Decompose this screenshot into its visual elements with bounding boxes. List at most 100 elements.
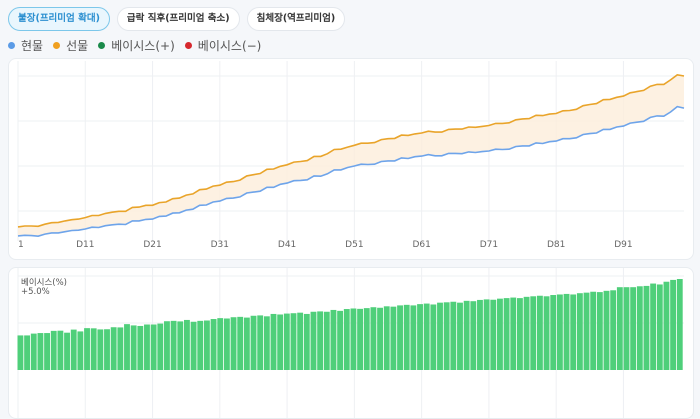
basis-bar bbox=[490, 299, 497, 370]
basis-chart bbox=[17, 268, 684, 418]
basis-bar bbox=[450, 301, 457, 370]
basis-band bbox=[18, 74, 684, 237]
price-chart: 1 D11 D21 D31 D41 D51 D61 D71 D81 D91 bbox=[17, 61, 685, 250]
basis-bar bbox=[517, 298, 523, 370]
spot-dot-icon bbox=[8, 42, 15, 49]
basis-bar bbox=[97, 329, 104, 370]
basis-bar bbox=[164, 321, 170, 370]
basis-bar bbox=[523, 296, 530, 370]
basis-bar bbox=[383, 306, 390, 370]
basis-bar bbox=[190, 321, 197, 370]
basis-bar bbox=[170, 320, 177, 370]
basis-chart-card: 베이시스(%) +5.0% bbox=[8, 267, 694, 419]
spot-line bbox=[17, 105, 685, 238]
basis-bar bbox=[37, 333, 44, 370]
basis-bar bbox=[237, 316, 244, 370]
basis-bar bbox=[303, 313, 310, 370]
basis-bar bbox=[330, 309, 337, 370]
legend-label: 현물 bbox=[21, 39, 44, 53]
basis-bar bbox=[144, 324, 150, 370]
basis-max-label: +5.0% bbox=[21, 287, 50, 297]
x-tick-label: D81 bbox=[547, 240, 565, 250]
basis-bar bbox=[430, 304, 437, 370]
basis-bar bbox=[297, 312, 304, 370]
basis-bar bbox=[443, 302, 450, 370]
basis-bar bbox=[343, 309, 350, 370]
basis-bar bbox=[263, 316, 270, 370]
x-tick-label: 1 bbox=[18, 240, 24, 250]
x-tick-label: D11 bbox=[76, 240, 94, 250]
futures-dot-icon bbox=[53, 42, 61, 49]
basis-bar bbox=[550, 295, 557, 370]
basis-bar bbox=[84, 328, 90, 370]
basis-bar bbox=[650, 283, 657, 370]
basis-bar bbox=[536, 295, 543, 370]
price-chart-card: 1 D11 D21 D31 D41 D51 D61 D71 D81 D91 bbox=[8, 58, 694, 260]
basis-bar bbox=[177, 321, 184, 370]
basis-bar bbox=[243, 317, 250, 370]
basis-bar bbox=[44, 333, 50, 370]
basis-bar bbox=[217, 318, 224, 370]
basis-bar bbox=[403, 304, 410, 370]
basis-bar bbox=[230, 317, 237, 370]
basis-bar bbox=[570, 294, 577, 370]
basis-bar bbox=[130, 325, 137, 370]
basis-bar bbox=[24, 335, 31, 370]
basis-bar bbox=[463, 300, 470, 370]
basis-bar bbox=[470, 301, 477, 370]
basis-bar bbox=[290, 313, 297, 370]
x-tick-label: D91 bbox=[614, 240, 632, 250]
basis-bar bbox=[137, 325, 144, 370]
basis-bar bbox=[477, 299, 483, 370]
basis-bar bbox=[643, 285, 650, 370]
basis-bar bbox=[377, 307, 383, 370]
legend-basis-negative: 베이시스(−) bbox=[184, 37, 262, 54]
basis-bar bbox=[110, 327, 117, 370]
basis-bar bbox=[257, 315, 264, 370]
basis-bar bbox=[357, 308, 364, 370]
legend-label: 베이시스(+) bbox=[111, 39, 175, 53]
scenario-crash-button[interactable]: 급락 직후(프리미엄 축소) bbox=[116, 7, 240, 31]
basis-bar bbox=[283, 313, 290, 370]
x-tick-label: D71 bbox=[480, 240, 498, 250]
basis-bar bbox=[57, 330, 64, 370]
basis-bar bbox=[590, 291, 597, 370]
x-tick-label: D41 bbox=[278, 240, 296, 250]
legend: 현물 선물 베이시스(+) 베이시스(−) bbox=[8, 37, 261, 54]
basis-bar bbox=[317, 311, 324, 370]
x-tick-label: D61 bbox=[412, 240, 430, 250]
basis-bar bbox=[184, 319, 190, 370]
basis-bar bbox=[437, 302, 443, 370]
basis-bar bbox=[90, 328, 97, 370]
basis-bar bbox=[676, 279, 683, 370]
basis-bar bbox=[270, 313, 277, 370]
basis-bar bbox=[423, 303, 430, 370]
basis-bar bbox=[556, 294, 563, 370]
basis-bar bbox=[510, 297, 517, 370]
basis-bar bbox=[77, 331, 84, 370]
basis-bar bbox=[576, 293, 583, 370]
scenario-bull-button[interactable]: 불장(프리미엄 확대) bbox=[8, 7, 110, 31]
basis-bar bbox=[483, 299, 490, 370]
legend-basis-positive: 베이시스(+) bbox=[98, 37, 175, 54]
scenario-bear-button[interactable]: 침체장(역프리미엄) bbox=[246, 7, 346, 31]
basis-bar bbox=[670, 279, 677, 370]
basis-bar bbox=[124, 324, 130, 370]
legend-label: 베이시스(−) bbox=[197, 39, 262, 53]
basis-bar bbox=[656, 284, 663, 370]
basis-bar bbox=[397, 305, 403, 370]
basis-bar bbox=[370, 307, 377, 370]
basis-bar bbox=[64, 332, 70, 370]
basis-bar bbox=[636, 286, 643, 370]
basis-bar bbox=[250, 315, 257, 370]
basis-bar bbox=[17, 335, 24, 370]
basis-bar bbox=[410, 305, 417, 370]
legend-spot: 현물 bbox=[8, 37, 43, 54]
basis-bar bbox=[70, 329, 77, 370]
basis-bar bbox=[117, 327, 124, 370]
basis-bar bbox=[50, 330, 57, 370]
futures-line bbox=[17, 73, 685, 228]
basis-bar bbox=[543, 296, 550, 370]
basis-bar bbox=[350, 308, 357, 370]
basis-bar bbox=[663, 281, 670, 370]
